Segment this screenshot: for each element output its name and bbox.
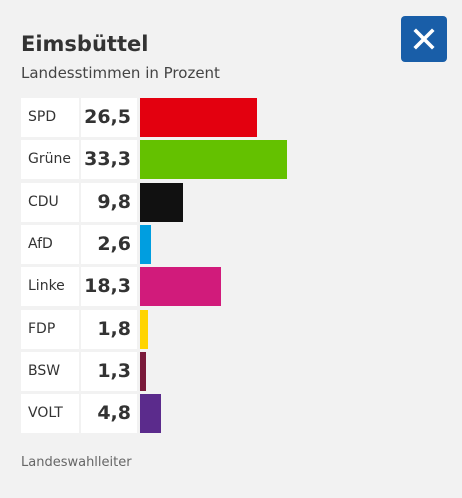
- bar: [140, 309, 148, 349]
- category-label: Linke: [21, 267, 79, 307]
- bar: [140, 140, 287, 180]
- close-button[interactable]: [401, 16, 447, 62]
- chart-title: Eimsbüttel: [21, 32, 149, 56]
- category-label: SPD: [21, 98, 79, 137]
- value-label: 26,5: [81, 98, 137, 137]
- category-label: Grüne: [21, 140, 79, 180]
- category-label: CDU: [21, 182, 79, 222]
- value-label: 1,8: [81, 309, 137, 349]
- chart-row: VOLT 4,8: [21, 394, 441, 434]
- bar: [140, 224, 152, 264]
- value-label: 33,3: [81, 140, 137, 180]
- bar: [140, 394, 162, 434]
- close-icon: [413, 28, 435, 50]
- bar: [140, 267, 221, 307]
- category-label: AfD: [21, 224, 79, 264]
- value-label: 1,3: [81, 351, 137, 391]
- bar-chart: SPD 26,5 Grüne 33,3 CDU 9,8 AfD 2,6 Linke 18,3 FDP…: [21, 98, 441, 438]
- chart-row: Linke 18,3: [21, 267, 441, 307]
- bar: [140, 98, 257, 137]
- chart-subtitle: Landesstimmen in Prozent: [21, 64, 220, 82]
- value-label: 2,6: [81, 224, 137, 264]
- chart-row: BSW 1,3: [21, 351, 441, 391]
- chart-row: SPD 26,5: [21, 98, 441, 137]
- chart-row: FDP 1,8: [21, 309, 441, 349]
- category-label: VOLT: [21, 394, 79, 434]
- value-label: 4,8: [81, 394, 137, 434]
- chart-row: Grüne 33,3: [21, 140, 441, 180]
- bar: [140, 351, 146, 391]
- chart-row: AfD 2,6: [21, 224, 441, 264]
- source-label: Landeswahlleiter: [21, 455, 132, 470]
- value-label: 18,3: [81, 267, 137, 307]
- chart-row: CDU 9,8: [21, 182, 441, 222]
- category-label: BSW: [21, 351, 79, 391]
- value-label: 9,8: [81, 182, 137, 222]
- bar: [140, 182, 184, 222]
- category-label: FDP: [21, 309, 79, 349]
